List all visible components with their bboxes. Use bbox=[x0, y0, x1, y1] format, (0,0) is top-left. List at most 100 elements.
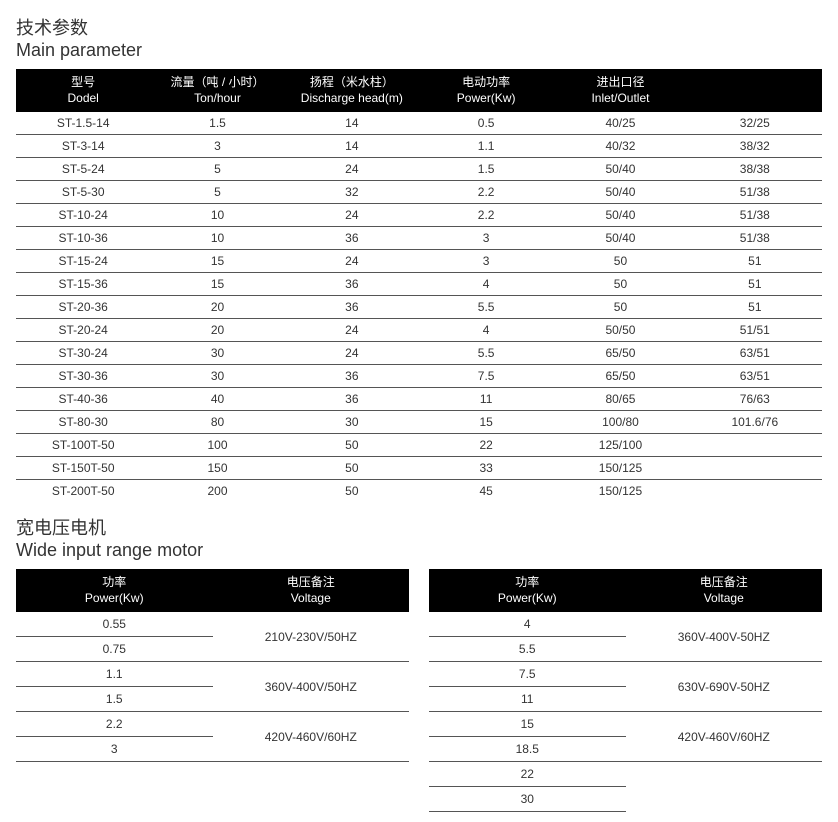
table-row: ST-1.5-141.5140.540/2532/25 bbox=[16, 112, 822, 135]
table-cell: 51/38 bbox=[688, 181, 822, 204]
table-cell: ST-5-30 bbox=[16, 181, 150, 204]
table-cell: 33 bbox=[419, 457, 553, 480]
table-row: ST-15-36153645051 bbox=[16, 273, 822, 296]
table-cell: 76/63 bbox=[688, 388, 822, 411]
table-cell: 40/32 bbox=[553, 135, 687, 158]
table-cell: 63/51 bbox=[688, 365, 822, 388]
table-cell: 200 bbox=[150, 480, 284, 503]
motor-left-col: 功率Power(Kw)电压备注Voltage 0.55210V-230V/50H… bbox=[16, 569, 409, 812]
power-cell: 5.5 bbox=[429, 637, 626, 662]
table-row: ST-5-305322.250/4051/38 bbox=[16, 181, 822, 204]
table-row: ST-30-3630367.565/5063/51 bbox=[16, 365, 822, 388]
table-cell: 2.2 bbox=[419, 204, 553, 227]
power-cell: 0.75 bbox=[16, 637, 213, 662]
table-cell: 150/125 bbox=[553, 480, 687, 503]
table-cell: 24 bbox=[285, 319, 419, 342]
table-row: ST-100T-501005022125/100 bbox=[16, 434, 822, 457]
main-parameter-table: 型号Dodel流量（吨 / 小时）Ton/hour扬程（米水柱）Discharg… bbox=[16, 69, 822, 502]
voltage-cell bbox=[626, 762, 823, 812]
table-row: ST-15-24152435051 bbox=[16, 250, 822, 273]
motor-tables-wrap: 功率Power(Kw)电压备注Voltage 0.55210V-230V/50H… bbox=[16, 569, 822, 812]
table-cell: 15 bbox=[419, 411, 553, 434]
table-row: 4360V-400V-50HZ bbox=[429, 612, 822, 637]
table-cell: 51/38 bbox=[688, 227, 822, 250]
table-cell: 30 bbox=[285, 411, 419, 434]
table-cell: 4 bbox=[419, 273, 553, 296]
table-cell: 3 bbox=[419, 227, 553, 250]
table-cell: 1.5 bbox=[150, 112, 284, 135]
table-cell: 40 bbox=[150, 388, 284, 411]
table-cell: 40/25 bbox=[553, 112, 687, 135]
table-cell: 11 bbox=[419, 388, 553, 411]
motor-col-header: 功率Power(Kw) bbox=[16, 569, 213, 612]
table-cell: 80 bbox=[150, 411, 284, 434]
table-cell: 50 bbox=[285, 457, 419, 480]
table-row: 1.1360V-400V/50HZ bbox=[16, 662, 409, 687]
table-cell: 4 bbox=[419, 319, 553, 342]
table-cell: 22 bbox=[419, 434, 553, 457]
table-row: ST-200T-502005045150/125 bbox=[16, 480, 822, 503]
main-col-header bbox=[688, 69, 822, 112]
table-cell: 0.5 bbox=[419, 112, 553, 135]
table-cell: ST-5-24 bbox=[16, 158, 150, 181]
table-row: 0.55210V-230V/50HZ bbox=[16, 612, 409, 637]
table-cell: 5.5 bbox=[419, 296, 553, 319]
voltage-cell: 360V-400V/50HZ bbox=[213, 662, 410, 712]
motor-right-col: 功率Power(Kw)电压备注Voltage 4360V-400V-50HZ5.… bbox=[429, 569, 822, 812]
table-cell: 65/50 bbox=[553, 365, 687, 388]
voltage-cell: 420V-460V/60HZ bbox=[213, 712, 410, 762]
table-cell: 50 bbox=[553, 273, 687, 296]
table-cell: 24 bbox=[285, 250, 419, 273]
table-cell: ST-20-24 bbox=[16, 319, 150, 342]
table-cell: 100/80 bbox=[553, 411, 687, 434]
power-cell: 18.5 bbox=[429, 737, 626, 762]
table-cell: 100 bbox=[150, 434, 284, 457]
table-cell: ST-3-14 bbox=[16, 135, 150, 158]
table-row: ST-3-143141.140/3238/32 bbox=[16, 135, 822, 158]
table-cell bbox=[688, 457, 822, 480]
table-cell: 24 bbox=[285, 204, 419, 227]
table-row: 22 bbox=[429, 762, 822, 787]
table-cell: 20 bbox=[150, 319, 284, 342]
table-row: 7.5630V-690V-50HZ bbox=[429, 662, 822, 687]
table-cell: 50/40 bbox=[553, 181, 687, 204]
main-title-cn: 技术参数 bbox=[16, 14, 822, 40]
table-cell: 50/40 bbox=[553, 204, 687, 227]
table-row: ST-20-242024450/5051/51 bbox=[16, 319, 822, 342]
table-row: ST-5-245241.550/4038/38 bbox=[16, 158, 822, 181]
table-cell: 32/25 bbox=[688, 112, 822, 135]
table-cell: 32 bbox=[285, 181, 419, 204]
table-cell: ST-1.5-14 bbox=[16, 112, 150, 135]
table-cell: 38/38 bbox=[688, 158, 822, 181]
table-cell: 50 bbox=[553, 296, 687, 319]
power-cell: 11 bbox=[429, 687, 626, 712]
table-cell: 36 bbox=[285, 388, 419, 411]
main-col-header: 扬程（米水柱）Discharge head(m) bbox=[285, 69, 419, 112]
table-cell: 1.5 bbox=[419, 158, 553, 181]
table-cell: 45 bbox=[419, 480, 553, 503]
table-cell: 20 bbox=[150, 296, 284, 319]
motor-title-cn: 宽电压电机 bbox=[16, 514, 822, 540]
main-title-en: Main parameter bbox=[16, 40, 822, 61]
table-cell: 125/100 bbox=[553, 434, 687, 457]
table-row: ST-10-361036350/4051/38 bbox=[16, 227, 822, 250]
table-row: ST-10-2410242.250/4051/38 bbox=[16, 204, 822, 227]
table-cell: 5 bbox=[150, 181, 284, 204]
table-cell: ST-80-30 bbox=[16, 411, 150, 434]
table-cell: 51/38 bbox=[688, 204, 822, 227]
voltage-cell: 360V-400V-50HZ bbox=[626, 612, 823, 662]
main-col-header: 流量（吨 / 小时）Ton/hour bbox=[150, 69, 284, 112]
table-cell: 14 bbox=[285, 135, 419, 158]
table-cell: 51 bbox=[688, 273, 822, 296]
table-cell: 3 bbox=[150, 135, 284, 158]
table-cell: 150 bbox=[150, 457, 284, 480]
table-cell: 7.5 bbox=[419, 365, 553, 388]
motor-section: 宽电压电机 Wide input range motor 功率Power(Kw)… bbox=[16, 514, 822, 812]
power-cell: 7.5 bbox=[429, 662, 626, 687]
power-cell: 4 bbox=[429, 612, 626, 637]
table-cell: ST-30-36 bbox=[16, 365, 150, 388]
table-cell bbox=[688, 434, 822, 457]
motor-right-table: 功率Power(Kw)电压备注Voltage 4360V-400V-50HZ5.… bbox=[429, 569, 822, 812]
table-cell: 51/51 bbox=[688, 319, 822, 342]
table-cell: 50 bbox=[553, 250, 687, 273]
